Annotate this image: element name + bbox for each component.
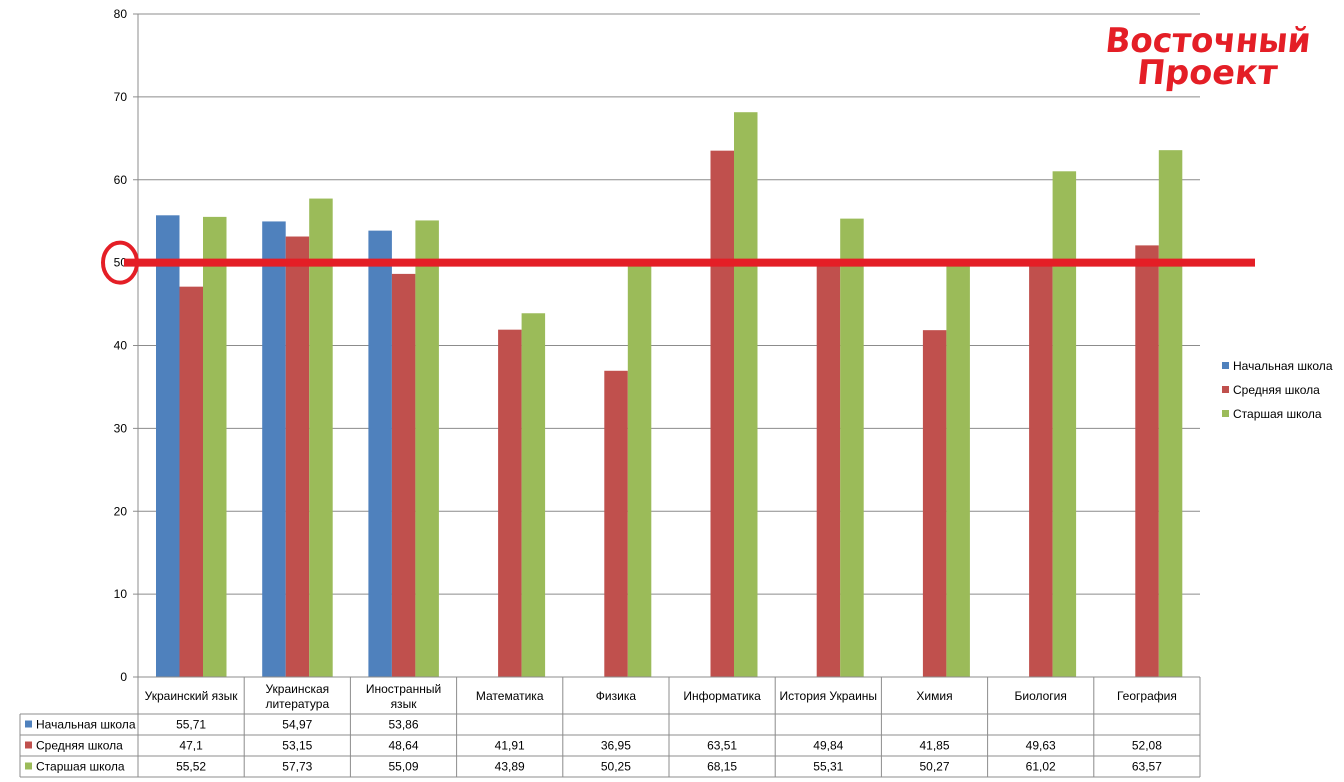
data-label: 47,1	[179, 739, 203, 753]
y-tick-label: 20	[114, 504, 128, 518]
data-label: 63,51	[707, 739, 737, 753]
bars	[156, 112, 1183, 678]
bar	[840, 218, 864, 677]
data-label: 55,09	[388, 760, 418, 774]
bar	[368, 230, 392, 677]
data-label: 43,89	[495, 760, 525, 774]
category-label: Украинский язык	[145, 689, 239, 703]
table-legend-key	[25, 741, 32, 749]
legend-key	[1222, 362, 1229, 369]
category-label: Украинская	[265, 682, 329, 696]
data-label: 63,57	[1132, 760, 1162, 774]
data-label: 50,25	[601, 760, 631, 774]
bar	[156, 215, 180, 677]
data-label: 53,15	[282, 739, 312, 753]
category-label: литература	[265, 697, 329, 711]
y-tick-label: 80	[114, 7, 128, 21]
y-tick-label: 70	[114, 90, 128, 104]
category-label: Биология	[1015, 689, 1067, 703]
y-axis: 0 10 20 30 40 50 60 70 80	[114, 7, 139, 684]
logo: Восточный Проект	[1104, 21, 1313, 93]
data-label: 61,02	[1026, 760, 1056, 774]
bar	[946, 260, 970, 677]
legend-key	[1222, 386, 1229, 393]
bar	[734, 112, 758, 677]
legend-label: Старшая школа	[1233, 407, 1322, 421]
legend: Начальная школа Средняя школа Старшая школ…	[1222, 359, 1333, 421]
bar	[816, 263, 841, 677]
highlight-circle	[101, 240, 139, 285]
legend-label: Средняя школа	[1233, 383, 1320, 397]
bar	[922, 330, 947, 677]
data-label: 49,84	[813, 739, 843, 753]
data-label: 50,27	[919, 760, 949, 774]
reference-line-50	[101, 240, 1255, 285]
bar	[521, 313, 546, 677]
data-label: 68,15	[707, 760, 737, 774]
data-label: 55,31	[813, 760, 843, 774]
y-tick-label: 50	[114, 256, 128, 270]
table-legend-key	[25, 762, 32, 770]
data-label: 55,71	[176, 718, 206, 732]
data-label: 52,08	[1132, 739, 1162, 753]
table-series-name: Средняя школа	[36, 739, 123, 753]
data-label: 36,95	[601, 739, 631, 753]
data-label: 49,63	[1026, 739, 1056, 753]
y-tick-label: 40	[114, 339, 128, 353]
category-label: Физика	[596, 689, 637, 703]
y-tick-label: 30	[114, 421, 128, 435]
data-label: 48,64	[388, 739, 418, 753]
y-tick-label: 10	[114, 587, 128, 601]
y-tick-label: 0	[120, 670, 127, 684]
category-label: язык	[391, 697, 418, 711]
bar	[498, 329, 522, 677]
bar	[391, 273, 416, 677]
data-label: 57,73	[282, 760, 312, 774]
bar	[1052, 171, 1077, 677]
bar	[1158, 150, 1183, 677]
category-label: История Украины	[780, 689, 878, 703]
bar	[309, 198, 333, 677]
category-label: География	[1117, 689, 1177, 703]
data-label: 54,97	[282, 718, 312, 732]
table-legend-key	[25, 720, 32, 728]
bar	[1135, 245, 1159, 677]
data-label: 41,91	[495, 739, 525, 753]
legend-key	[1222, 410, 1229, 417]
bar	[285, 236, 310, 677]
table-series-name: Старшая школа	[36, 760, 125, 774]
category-label: Химия	[916, 689, 952, 703]
bar	[262, 221, 286, 677]
bar	[1029, 265, 1053, 677]
category-label: Информатика	[683, 689, 761, 703]
data-label: 55,52	[176, 760, 206, 774]
category-label: Иностранный	[366, 682, 441, 696]
bar	[415, 220, 439, 677]
bar	[627, 260, 652, 677]
category-label: Математика	[476, 689, 544, 703]
table-series-name: Начальная школа	[36, 718, 136, 732]
bar	[604, 370, 628, 677]
data-label: 41,85	[919, 739, 949, 753]
logo-line-2: Проект	[1135, 53, 1279, 93]
logo-line-1: Восточный	[1104, 21, 1313, 61]
bar	[179, 286, 203, 677]
data-label: 53,86	[388, 718, 418, 732]
legend-label: Начальная школа	[1233, 359, 1333, 373]
y-tick-label: 60	[114, 173, 128, 187]
bar	[203, 216, 227, 678]
bar	[710, 150, 734, 677]
